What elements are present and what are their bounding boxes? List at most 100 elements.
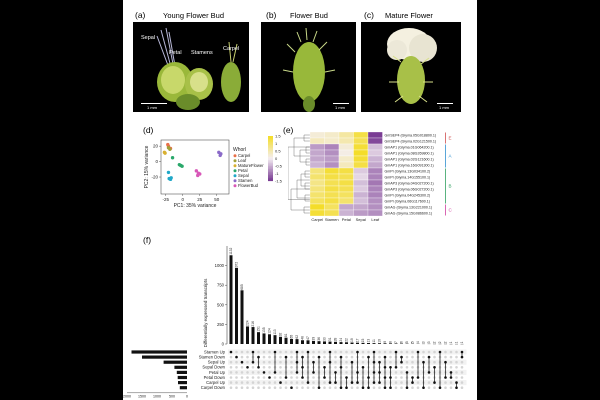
pca-frame <box>160 139 230 195</box>
upset-matrix-dot <box>235 355 238 359</box>
upset-bar-value-label: 7 <box>394 341 398 343</box>
heatmap-cell <box>367 197 383 205</box>
heatmap-group-label: A <box>449 154 452 159</box>
upset-intersection-bar <box>262 333 266 344</box>
upset-intersection-bar <box>295 339 299 344</box>
upset-set-size-bar <box>174 365 187 369</box>
upset-matrix-dot <box>235 381 238 384</box>
heatmap-cell <box>338 203 354 211</box>
heatmap-cell <box>324 173 340 181</box>
upset-matrix-dot <box>394 376 398 379</box>
heat-key-cell <box>268 176 273 179</box>
upset-matrix-dot <box>334 350 337 354</box>
upset-bar-value-label: 10 <box>378 339 382 343</box>
upset-matrix-dot <box>394 386 398 389</box>
heatmap-cell <box>338 209 354 217</box>
upset-bar-value-label: 3 <box>422 341 426 343</box>
heatmap-cell <box>324 185 340 193</box>
upset-intersection-bar <box>246 326 249 344</box>
upset-matrix-dot <box>290 360 293 364</box>
heatmap-cell <box>338 179 354 187</box>
heat-key-cell <box>268 170 273 173</box>
heatmap-column-label: Sepal <box>356 217 366 222</box>
scale-bar-c <box>437 103 453 104</box>
carpel-annotation: Carpel <box>223 46 240 52</box>
pca-legend-label-flowerbud: FlowerBud <box>238 183 259 188</box>
upset-bar-value-label: 1 <box>460 341 464 343</box>
upset-intersection-bar <box>328 341 332 344</box>
upset-matrix-dot <box>389 360 392 364</box>
upset-bar-value-label: 1 <box>455 341 459 343</box>
upset-set-label: Sepal Down <box>202 365 225 370</box>
heatmap-cell <box>309 143 325 151</box>
heatmap-cell <box>324 209 340 217</box>
heatmap-cell <box>324 155 340 163</box>
upset-matrix-dot <box>433 366 436 369</box>
upset-matrix-dot <box>229 376 233 379</box>
upset-bar-value-label: 31 <box>328 337 332 341</box>
upset-matrix-dot <box>323 355 326 359</box>
heatmap-cell <box>324 137 340 145</box>
upset-matrix-dot <box>444 355 447 359</box>
upset-intersection-bar <box>279 336 282 344</box>
panel-b-label: (b) <box>266 10 277 20</box>
upset-matrix-dot <box>312 350 315 354</box>
panel-a-title: Young Flower Bud <box>163 11 225 20</box>
upset-matrix-dot <box>378 350 381 354</box>
upset-bar-value-label: 47 <box>306 336 310 340</box>
heatmap-row-label: GmSEP4 (Glyma.05G018800.1) <box>385 133 437 137</box>
upset-matrix-dot <box>334 386 337 389</box>
upset-matrix-dot <box>345 355 348 359</box>
heat-key-cell <box>268 175 273 177</box>
heatmap-cell <box>324 179 340 187</box>
heatmap-cell <box>367 149 383 157</box>
heatmap-cell <box>338 173 354 181</box>
figure: (a) Young Flower Bud Sepal Petal Stamens… <box>123 0 477 400</box>
scale-bar-a <box>141 103 167 104</box>
heatmap-cell <box>338 191 354 199</box>
heatmap-column-label: Petal <box>342 217 351 222</box>
upset-matrix-dot <box>240 376 244 379</box>
upset-matrix-dot <box>290 376 293 379</box>
heatmap-cell <box>338 137 354 145</box>
heatmap-cell <box>338 167 354 175</box>
upset-matrix-dot <box>438 386 442 389</box>
upset-matrix-dot <box>290 386 293 389</box>
panel-b-title: Flower Bud <box>290 11 328 20</box>
heat-key-label: 1 <box>275 141 278 146</box>
upset-bar-value-label: 19 <box>350 338 354 342</box>
upset-matrix-dot <box>268 371 271 374</box>
upset-matrix-dot <box>361 355 365 359</box>
upset-matrix-dot <box>251 381 255 384</box>
upset-matrix-dot <box>389 366 392 369</box>
upset-matrix-dot <box>312 386 315 389</box>
upset-matrix-dot <box>383 386 387 389</box>
upset-intersection-bar <box>394 343 398 344</box>
heatmap-cell <box>338 185 354 193</box>
heat-key-cell <box>268 148 273 150</box>
upset-set-label: Sepal Up <box>208 360 226 365</box>
upset-matrix-dot <box>240 381 244 384</box>
upset-matrix-dot <box>411 386 414 389</box>
heatmap-cell <box>367 131 383 139</box>
upset-matrix-dot <box>433 350 436 354</box>
upset-matrix-dot <box>290 350 293 354</box>
flower-bud-drawing <box>282 27 336 112</box>
heatmap-cell <box>309 203 325 211</box>
upset-bar-value-label: 1132 <box>229 247 233 254</box>
upset-matrix-dot <box>290 366 293 369</box>
upset-matrix-dot <box>455 350 458 354</box>
pca-legend-label-stamen: Stamen <box>238 178 253 183</box>
heat-key-cell <box>268 178 273 180</box>
upset-bar-value-label: 15 <box>361 338 365 342</box>
upset-bar-value-label: 62 <box>295 335 299 339</box>
upset-matrix-dot <box>229 366 233 369</box>
upset-matrix-dot <box>389 350 392 354</box>
upset-intersection-bar <box>323 341 326 344</box>
heatmap-cell <box>324 161 340 169</box>
upset-matrix-dot <box>323 386 326 389</box>
heatmap-cell <box>353 203 369 211</box>
scale-bar-b <box>333 103 349 104</box>
pca-point-stamen <box>219 152 223 156</box>
heatmap-cell <box>309 191 325 199</box>
